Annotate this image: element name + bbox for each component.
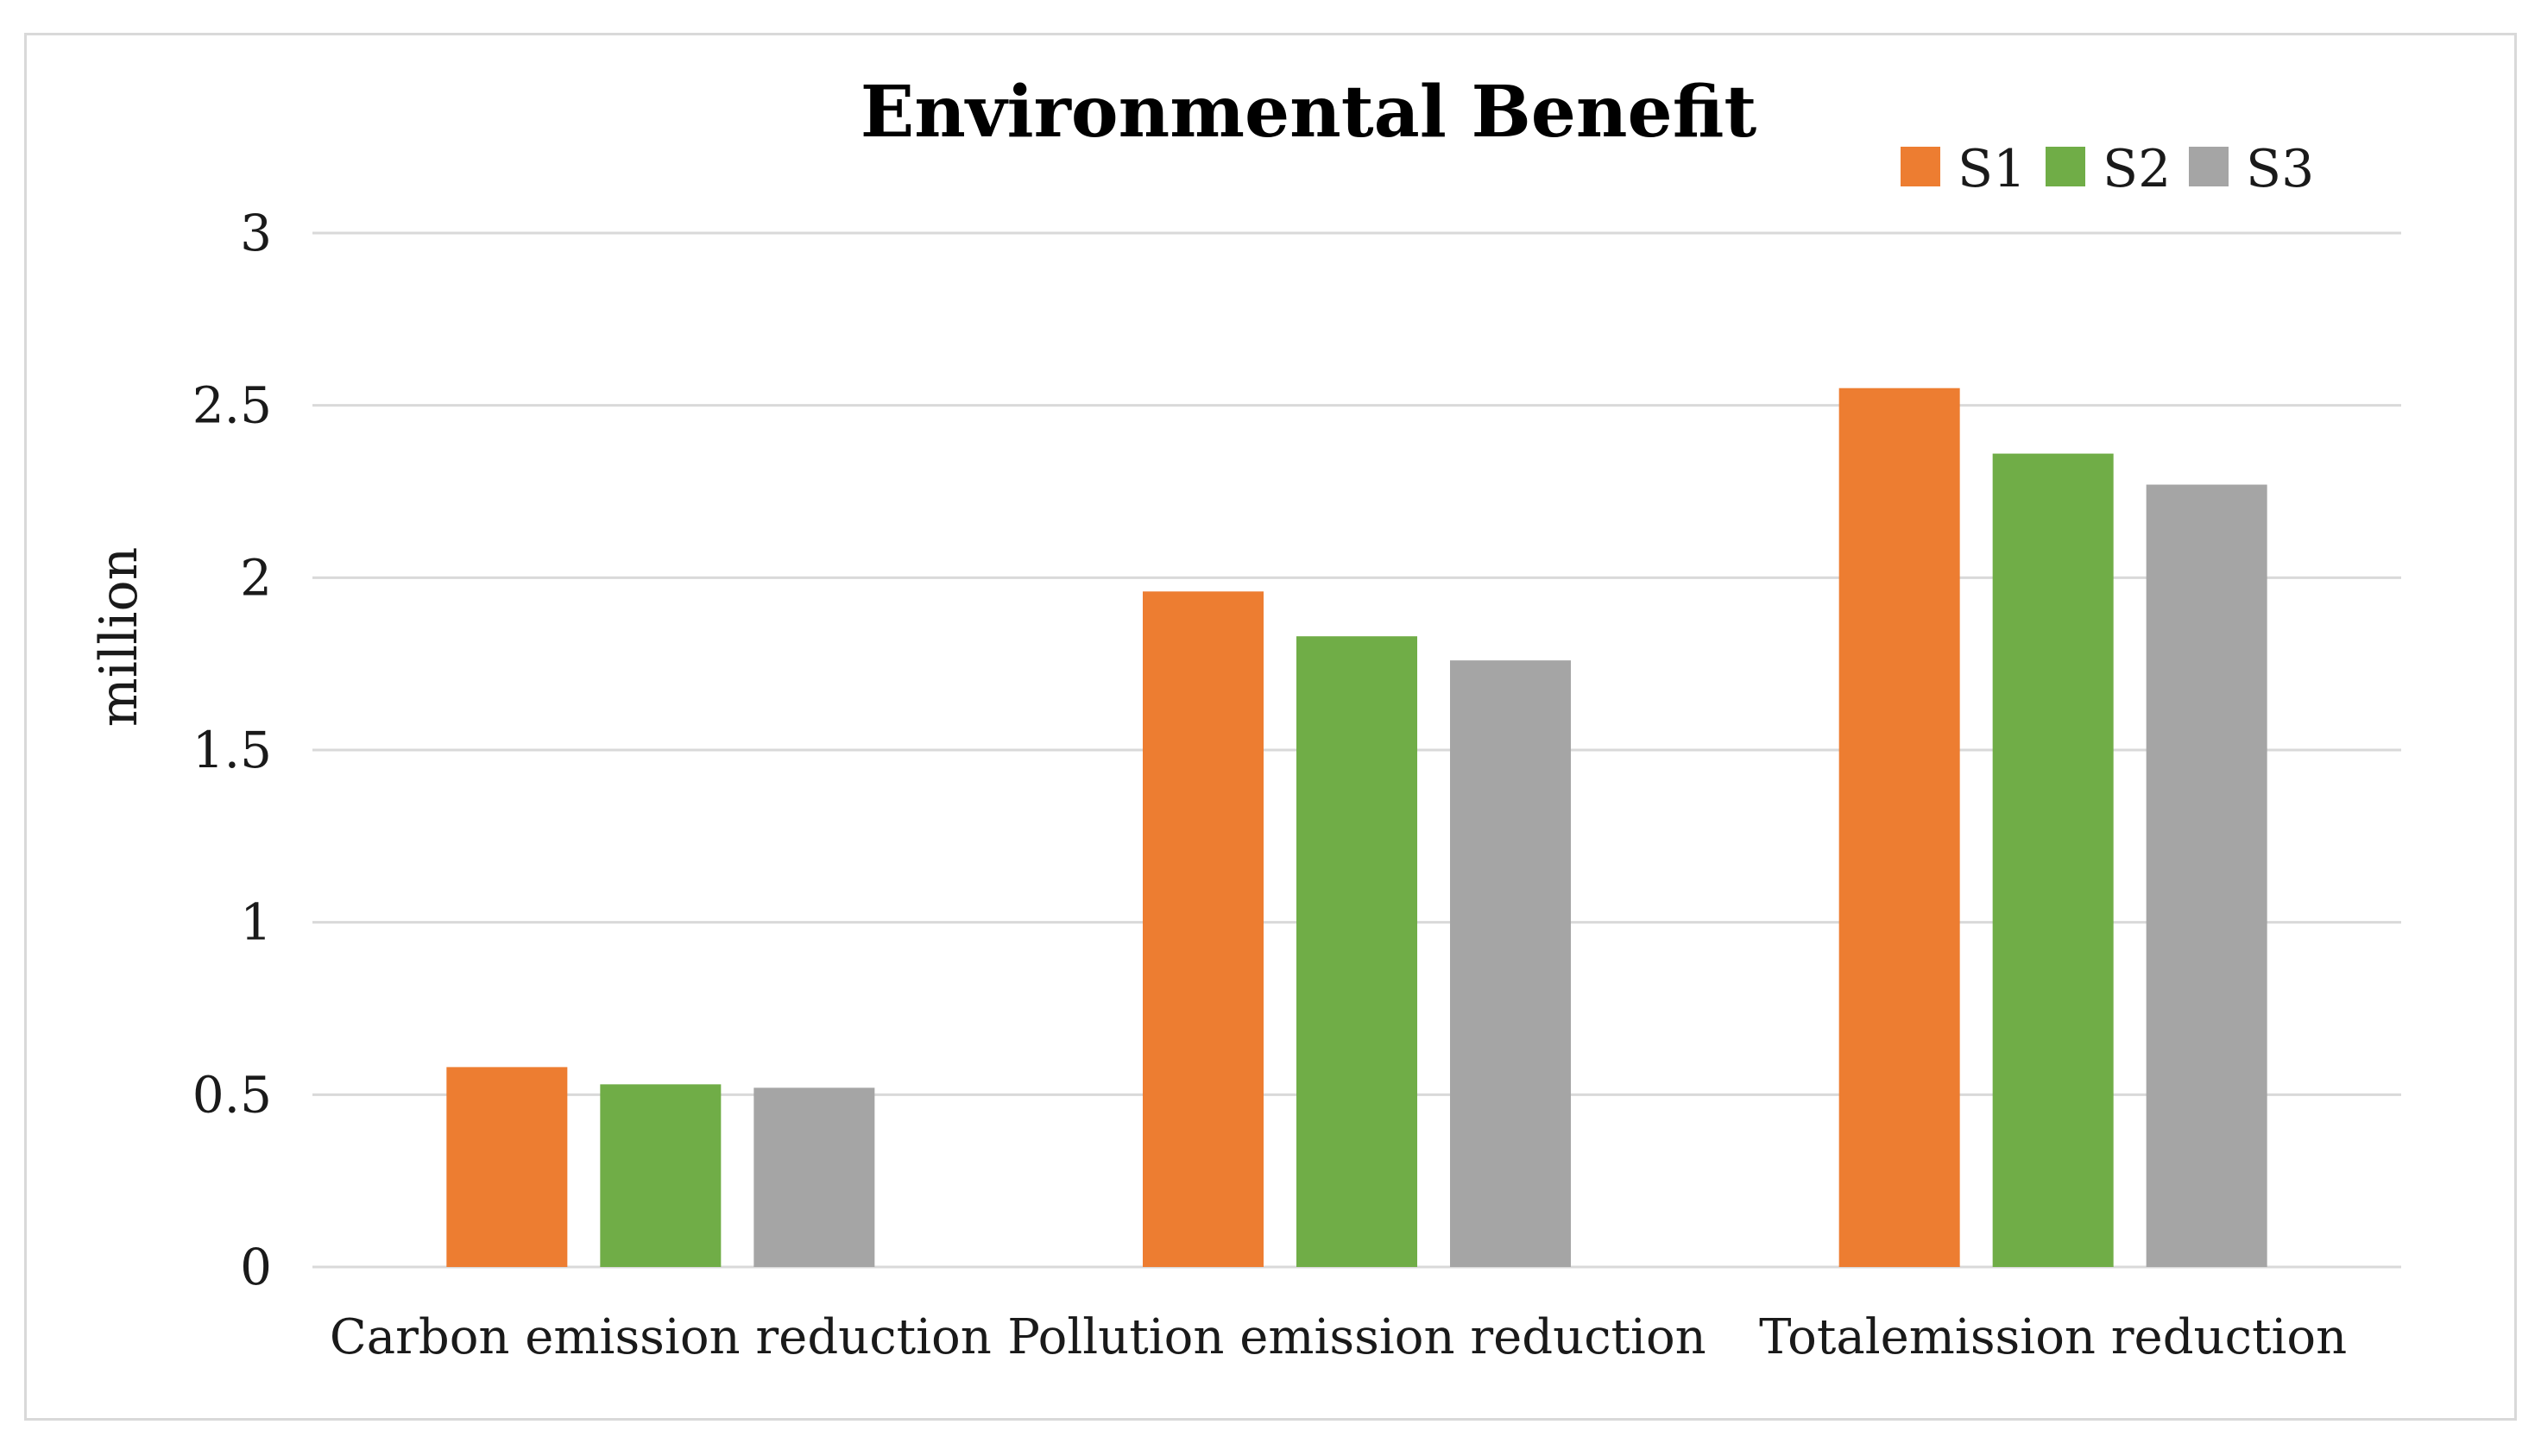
bar-s2-2 bbox=[1296, 636, 1417, 1267]
legend-swatch-s1 bbox=[1901, 147, 1940, 186]
legend-label-s2: S2 bbox=[2103, 139, 2171, 199]
legend-label-s1: S1 bbox=[1958, 139, 2026, 199]
legend-swatch-s3 bbox=[2189, 147, 2229, 186]
bars bbox=[446, 388, 2267, 1267]
bar-s1-3 bbox=[1838, 388, 1960, 1267]
y-tick-label: 1 bbox=[240, 893, 272, 952]
legend-swatch-s2 bbox=[2046, 147, 2085, 186]
y-tick-label: 0 bbox=[240, 1238, 272, 1296]
x-category-label: Pollution emission reduction bbox=[1007, 1309, 1706, 1365]
y-tick-label: 1.5 bbox=[192, 721, 272, 779]
bar-s1-1 bbox=[446, 1067, 568, 1267]
y-tick-label: 2.5 bbox=[192, 376, 272, 435]
x-category-label: Carbon emission reduction bbox=[330, 1309, 992, 1365]
y-axis-title: million bbox=[89, 547, 149, 727]
bar-s2-1 bbox=[600, 1084, 722, 1267]
y-tick-label: 0.5 bbox=[192, 1065, 272, 1124]
legend-label-s3: S3 bbox=[2246, 139, 2314, 199]
bar-s3-3 bbox=[2146, 484, 2267, 1267]
bar-s1-2 bbox=[1143, 591, 1264, 1267]
bar-s2-3 bbox=[1992, 453, 2114, 1267]
bar-s3-1 bbox=[753, 1087, 875, 1267]
y-axis-ticks: 0 0.5 1 1.5 2 2.5 3 bbox=[192, 204, 272, 1296]
y-tick-label: 2 bbox=[240, 548, 272, 607]
chart-title: Environmental Benefit bbox=[861, 71, 1757, 154]
y-tick-label: 3 bbox=[240, 204, 272, 262]
bar-s3-2 bbox=[1450, 660, 1571, 1267]
x-category-label: Totalemission reduction bbox=[1759, 1309, 2347, 1365]
x-axis-categories: Carbon emission reduction Pollution emiss… bbox=[330, 1309, 2347, 1365]
legend: S1 S2 S3 bbox=[1901, 139, 2314, 199]
